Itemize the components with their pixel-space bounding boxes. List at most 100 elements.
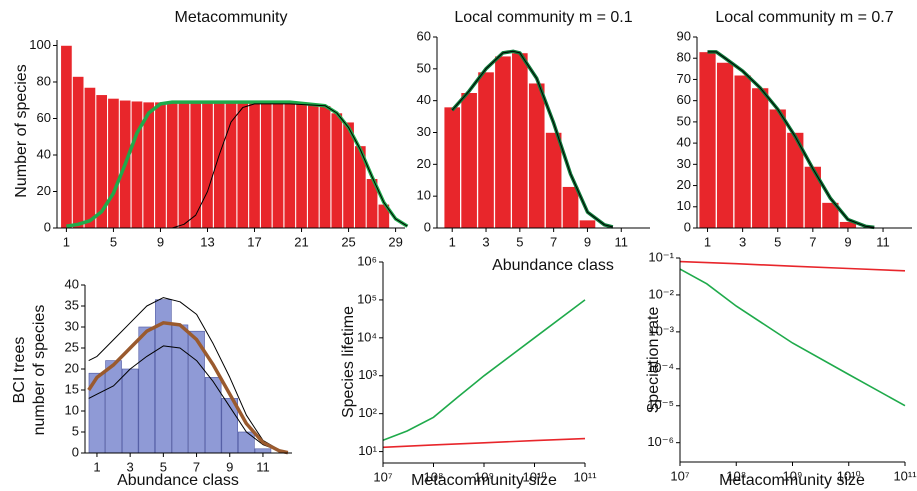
bar <box>295 102 308 229</box>
bar <box>107 98 120 229</box>
x-axis-label: Abundance class <box>117 472 239 489</box>
bar <box>105 360 122 454</box>
y-tick-label: 40 <box>37 146 51 161</box>
y-tick-label: 20 <box>677 177 691 192</box>
y-tick-label: 30 <box>65 318 79 333</box>
x-tick-label: 5 <box>516 234 523 249</box>
line-series <box>382 299 586 441</box>
y-tick-label: 50 <box>677 113 691 128</box>
bar <box>330 112 343 229</box>
bar <box>166 101 179 229</box>
fit-curve <box>88 297 289 453</box>
bar <box>138 326 156 454</box>
y-tick-label: 70 <box>677 71 691 86</box>
x-tick-label: 11 <box>256 459 270 474</box>
x-tick-label: 9 <box>226 459 233 474</box>
x-tick-label: 1 <box>449 234 456 249</box>
y-tick-label: 10⁻¹ <box>648 249 674 264</box>
panel: Local community m = 0.1 Abundance class 1 3… <box>417 9 650 274</box>
bar <box>769 108 787 229</box>
x-axis-label: Metacommunity size <box>719 472 865 489</box>
y-tick-label: 10 <box>677 198 691 213</box>
bar <box>236 101 249 229</box>
x-tick-label: 5 <box>160 459 167 474</box>
y-tick-label: 100 <box>29 37 51 52</box>
bar <box>283 101 296 229</box>
fit-curve <box>88 345 289 454</box>
panel-title: Metacommunity <box>175 9 288 26</box>
panel: Metacommunity size Species lifetime 10⁷ 10⁸… <box>340 253 597 489</box>
y-tick-label: 10³ <box>358 367 377 382</box>
x-tick-label: 5 <box>110 234 117 249</box>
bar <box>260 101 273 229</box>
x-tick-label: 10⁹ <box>474 469 494 484</box>
y-tick-label: 0 <box>72 444 79 459</box>
line-series <box>679 260 906 272</box>
x-tick-label: 9 <box>584 234 591 249</box>
y-tick-label: 30 <box>677 156 691 171</box>
x-tick-label: 11 <box>615 234 629 249</box>
bar <box>545 132 563 229</box>
x-tick-label: 13 <box>200 234 214 249</box>
y-tick-label: 10⁵ <box>357 291 377 306</box>
panel-title: Local community m = 0.7 <box>715 9 893 26</box>
y-tick-label: 40 <box>677 135 691 150</box>
x-tick-label: 9 <box>844 234 851 249</box>
y-tick-label: 90 <box>677 28 691 43</box>
bar <box>272 101 284 229</box>
y-tick-label: 60 <box>677 92 691 107</box>
bar <box>225 101 237 229</box>
bar <box>733 74 752 229</box>
x-tick-label: 5 <box>774 234 781 249</box>
y-tick-label: 10¹ <box>358 443 377 458</box>
x-tick-label: 10¹¹ <box>573 469 597 484</box>
bar <box>477 71 495 229</box>
x-tick-label: 10⁸ <box>726 468 746 483</box>
y-tick-label: 0 <box>424 219 431 234</box>
bar <box>189 101 202 229</box>
y-axis-label: Species lifetime <box>340 306 357 418</box>
bar <box>72 76 85 229</box>
y-axis-label: number of species <box>31 305 48 436</box>
y-tick-label: 40 <box>417 92 431 107</box>
bar <box>178 101 190 229</box>
x-tick-label: 7 <box>193 459 200 474</box>
x-tick-label: 10⁸ <box>424 469 444 484</box>
y-tick-label: 10 <box>65 402 79 417</box>
x-tick-label: 7 <box>550 234 557 249</box>
panel: Metacommunity size Speciation rate 10⁷ 10⁸ 1… <box>645 249 917 489</box>
bar <box>204 377 222 454</box>
y-tick-label: 60 <box>37 110 51 125</box>
x-tick-label: 3 <box>482 234 489 249</box>
bar <box>494 55 512 229</box>
bar <box>201 101 214 229</box>
y-tick-label: 50 <box>417 60 431 75</box>
x-tick-label: 1 <box>93 459 100 474</box>
fit-curve <box>451 50 613 228</box>
bar <box>307 103 320 229</box>
bar <box>254 448 272 454</box>
bar <box>154 101 167 229</box>
bar <box>579 219 596 229</box>
line-series <box>679 268 906 407</box>
y-tick-label: 10⁻⁴ <box>647 360 674 375</box>
x-tick-label: 3 <box>127 459 134 474</box>
y-tick-label: 10⁻⁵ <box>647 397 674 412</box>
panel-title: Local community m = 0.1 <box>454 9 632 26</box>
bar <box>460 92 478 229</box>
bar <box>213 101 226 229</box>
bar <box>248 101 261 229</box>
x-tick-label: 9 <box>157 234 164 249</box>
bar <box>698 51 717 229</box>
y-axis-label: BCI trees <box>11 337 28 404</box>
bar <box>60 45 73 229</box>
y-tick-label: 20 <box>65 360 79 375</box>
x-tick-label: 10⁷ <box>670 468 689 483</box>
y-tick-label: 80 <box>677 50 691 65</box>
y-axis-label: Number of species <box>13 64 30 197</box>
bar <box>443 106 461 229</box>
x-axis-label: Metacommunity size <box>411 472 557 489</box>
fit-curve <box>87 321 289 455</box>
panel: Abundance class BCI trees number of specie… <box>11 276 292 489</box>
